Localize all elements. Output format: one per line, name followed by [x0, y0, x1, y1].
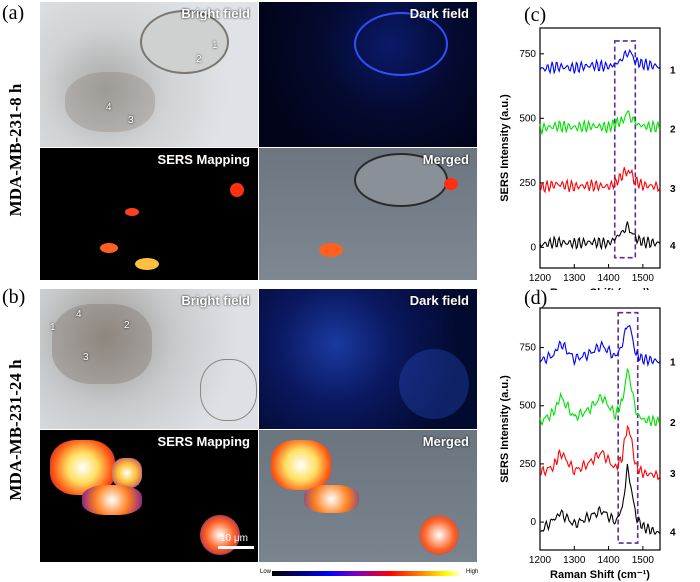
tile-title-bright-8h: Bright field: [181, 6, 250, 21]
series-line-3: [539, 424, 661, 481]
plot-frame: [539, 27, 661, 269]
image-24h-bright-field: Bright field 1 2 3 4: [40, 289, 258, 429]
image-8h-merged: Merged: [259, 148, 477, 280]
series-line-2: [539, 110, 661, 136]
colorbar-high-label: High: [466, 569, 479, 575]
series-label-1: 1: [670, 358, 676, 369]
row-label-8h: MDA-MB-231-8 h: [6, 83, 25, 217]
cell-label-4: 4: [76, 309, 82, 320]
tile-title-merged-24h: Merged: [422, 434, 469, 449]
tile-title-merged-8h: Merged: [422, 152, 469, 167]
tile-title-dark-8h: Dark field: [409, 6, 469, 21]
y-tick-label: 0: [530, 517, 536, 528]
x-tick-label: 1400: [597, 555, 620, 566]
image-8h-sers-mapping: SERS Mapping: [40, 148, 258, 280]
x-tick-label: 1400: [597, 273, 620, 284]
cell-label-3: 3: [128, 115, 134, 126]
series-line-2: [539, 367, 661, 427]
tile-title-sers-8h: SERS Mapping: [157, 152, 250, 167]
chart-c: 1200 1300 1400 1500 0 250 500 750 Raman Shift (c…: [499, 27, 676, 290]
highlight-box: [617, 311, 639, 544]
cell-label-4: 4: [106, 102, 112, 113]
image-24h-sers-mapping: SERS Mapping 10 μm: [40, 430, 258, 562]
cell-label-1: 1: [50, 322, 56, 333]
series-line-4: [539, 463, 661, 536]
image-8h-dark-field: Dark field: [259, 2, 477, 147]
x-tick-label: 1300: [563, 273, 586, 284]
panel-a-label: (a): [2, 2, 25, 24]
x-tick-label: 1300: [563, 555, 586, 566]
scale-bar-label: 10 μm: [220, 533, 248, 544]
colorbar-low-label: Low: [260, 569, 272, 575]
series-line-3: [539, 167, 661, 194]
cell-label-3: 3: [83, 352, 89, 363]
y-tick-label: 0: [530, 242, 536, 253]
series-line-1: [539, 48, 661, 75]
y-tick-label: 750: [519, 343, 536, 354]
chart-d: 1200 1300 1400 1500 0 250 500 750 Raman Shift (c…: [499, 307, 676, 581]
cell-label-2: 2: [124, 320, 130, 331]
panel-c-label: (c): [524, 4, 547, 26]
image-8h-bright-field: Bright field 1 2 3 4: [40, 2, 258, 147]
series-label-3: 3: [670, 184, 676, 195]
series-line-1: [539, 324, 661, 368]
y-tick-label: 750: [519, 49, 536, 60]
x-tick-label: 1200: [529, 273, 552, 284]
series-label-3: 3: [670, 469, 676, 480]
panel-d-label: (d): [524, 287, 548, 309]
tile-title-dark-24h: Dark field: [409, 293, 469, 308]
plot-frame: [539, 307, 661, 551]
tile-title-sers-24h: SERS Mapping: [157, 434, 250, 449]
y-tick-label: 250: [519, 178, 536, 189]
colorbar: [272, 571, 462, 576]
image-24h-merged: Merged: [259, 430, 477, 562]
y-axis-label: SERS Intensity (a.u.): [499, 375, 511, 483]
y-tick-label: 500: [519, 113, 536, 124]
series-label-1: 1: [670, 65, 676, 76]
tile-title-bright-24h: Bright field: [181, 293, 250, 308]
image-24h-dark-field: Dark field: [259, 289, 477, 429]
x-axis-label: Raman Shift (cm⁻¹): [550, 287, 650, 290]
x-tick-label: 1200: [529, 555, 552, 566]
x-axis-label: Raman Shift (cm⁻¹): [550, 569, 650, 581]
y-tick-label: 500: [519, 401, 536, 412]
y-axis-label: SERS Intensity (a.u.): [499, 94, 511, 202]
series-line-4: [539, 221, 661, 251]
x-tick-label: 1500: [632, 555, 655, 566]
cell-label-1: 1: [212, 40, 218, 51]
series-label-2: 2: [670, 125, 676, 136]
panel-b-label: (b): [2, 286, 26, 308]
series-label-4: 4: [670, 527, 676, 538]
x-tick-label: 1500: [632, 273, 655, 284]
series-label-2: 2: [670, 418, 676, 429]
y-tick-label: 250: [519, 459, 536, 470]
cell-label-2: 2: [196, 54, 202, 65]
row-label-24h: MDA-MB-231-24 h: [6, 359, 25, 501]
scale-bar: [218, 546, 254, 549]
highlight-box: [613, 40, 637, 259]
series-label-4: 4: [670, 241, 676, 252]
